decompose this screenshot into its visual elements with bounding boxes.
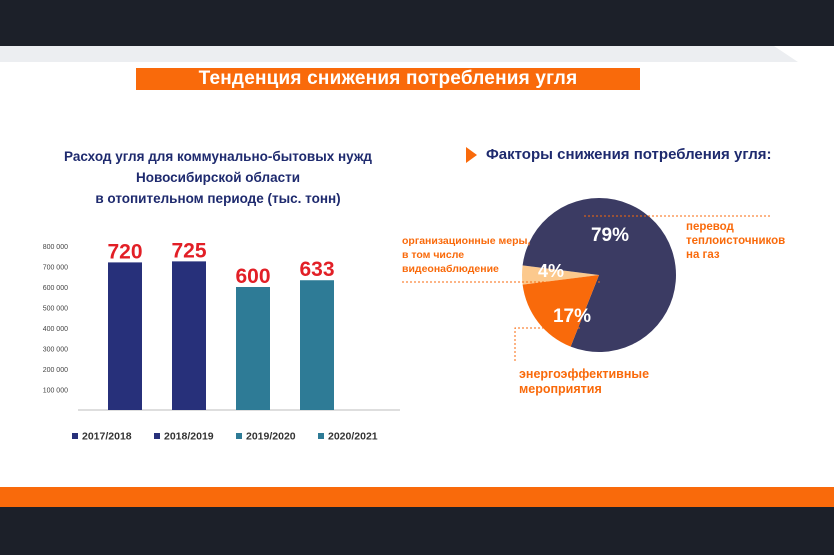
bar-2020/2021 [300,280,334,410]
bar-chart-title-line-1: Расход угля для коммунально-бытовых нужд [64,149,372,164]
legend-swatch [318,433,324,439]
callout-gas-line-3: на газ [686,249,720,261]
top-gray-band [0,46,834,62]
pie-value-label: 17% [553,306,591,327]
callout-organizational-line-3: видеонаблюдение [402,263,499,275]
callout-gas: перевод теплоисточников на газ [686,220,785,262]
legend-label: 2019/2020 [246,431,296,443]
pie-value-label: 79% [591,225,629,246]
bar-2018/2019 [172,261,206,410]
legend-swatch [236,433,242,439]
legend-swatch [72,433,78,439]
callout-gas-line-2: теплоисточников [686,235,786,247]
pie-slice [522,198,676,352]
y-tick-label: 800 000 [43,244,68,251]
leader-line-efficiency [514,327,580,362]
bar-data-label: 725 [171,239,206,262]
page-title: Тенденция снижения потребления угля [136,68,640,90]
callout-organizational-line-1: организационные меры, [402,235,531,247]
callout-organizational-line-2: в том числе [402,249,465,261]
bar-data-label: 600 [235,265,270,288]
legend-label: 2017/2018 [82,431,132,443]
y-tick-label: 200 000 [43,367,68,374]
pie-chart-title-text: Факторы снижения потребления угля: [486,146,772,163]
pie-slice [521,265,599,285]
callout-gas-line-1: перевод [686,221,734,233]
callout-efficiency: энергоэффективные мероприятия [519,367,649,397]
legend-swatch [154,433,160,439]
bottom-dark-band [0,507,834,555]
y-tick-label: 300 000 [43,347,68,354]
triangle-bullet-icon [466,147,477,163]
bar-data-label: 720 [107,240,142,263]
bar-chart-title: Расход угля для коммунально-бытовых нужд… [40,146,396,209]
callout-efficiency-line-2: мероприятия [519,382,602,396]
pie-value-label: 4% [538,261,564,281]
callout-organizational: организационные меры, в том числе видеон… [402,234,530,276]
y-tick-label: 500 000 [43,306,68,313]
y-tick-label: 400 000 [43,326,68,333]
y-tick-label: 600 000 [43,285,68,292]
legend-label: 2018/2019 [164,431,214,443]
bar-2019/2020 [236,287,270,410]
bottom-orange-band [0,487,834,507]
bar-data-label: 633 [299,258,334,281]
y-tick-label: 100 000 [43,388,68,395]
bar-chart: 100 000 200 000 300 000 400 000 500 000 600 0… [43,239,400,443]
callout-efficiency-line-1: энергоэффективные [519,367,650,381]
bar-2017/2018 [108,262,142,410]
pie-slice [522,275,599,347]
top-dark-band [0,0,834,46]
bar-chart-title-line-2: Новосибирской области [135,170,300,185]
legend-label: 2020/2021 [328,431,378,443]
y-tick-label: 700 000 [43,265,68,272]
bar-chart-title-line-3: в отопительном периоде (тыс. тонн) [95,191,341,206]
